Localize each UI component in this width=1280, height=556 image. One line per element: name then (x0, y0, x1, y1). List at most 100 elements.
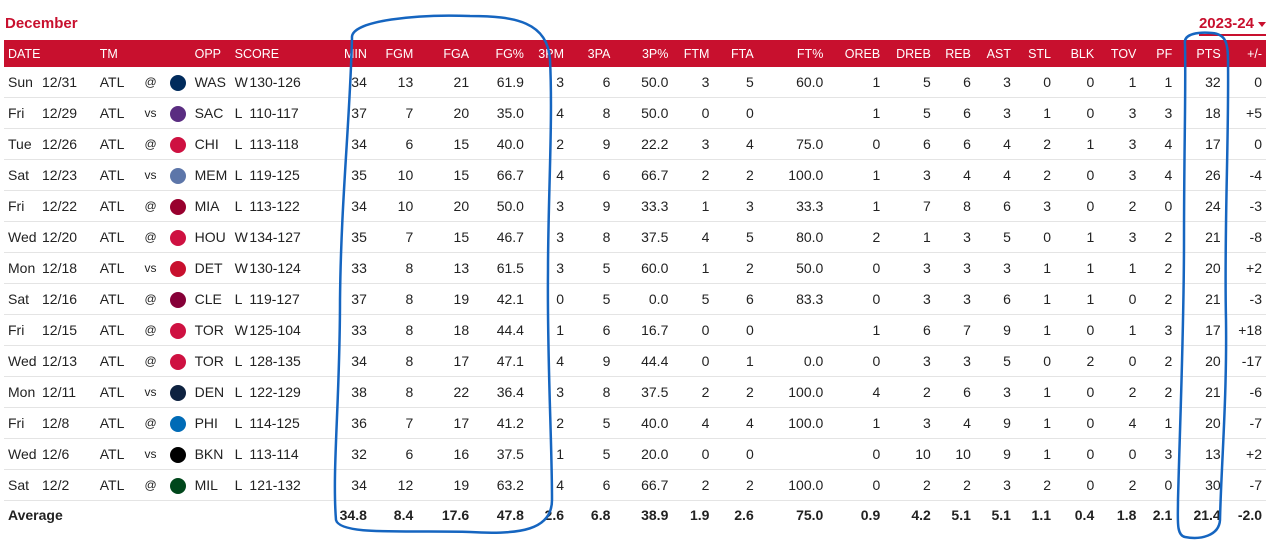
col-opp[interactable]: OPP (194, 46, 221, 61)
game-date-link[interactable]: Wed 12/20 (4, 221, 96, 253)
col-fgp[interactable]: FG% (495, 46, 524, 61)
game-date-link[interactable]: Fri 12/29 (4, 97, 96, 129)
game-score-link[interactable]: 130-124 (245, 252, 315, 284)
opponent-link[interactable]: CLE (190, 283, 231, 315)
game-date-link[interactable]: Mon 12/11 (4, 376, 96, 408)
game-score-link[interactable]: 119-125 (245, 159, 315, 191)
col-ast[interactable]: AST (986, 46, 1011, 61)
game-score-link[interactable]: 114-125 (245, 407, 315, 439)
col-tm[interactable]: TM (99, 46, 118, 61)
team-link[interactable]: ATL (95, 283, 136, 315)
opponent-link[interactable]: DET (190, 252, 231, 284)
opponent-link[interactable]: DEN (190, 376, 231, 408)
col-fta[interactable]: FTA (731, 46, 754, 61)
opponent-link[interactable]: HOU (190, 221, 231, 253)
avg-tov: 1.8 (1116, 507, 1137, 523)
stat-pm: +2 (1224, 252, 1266, 284)
opponent-link[interactable]: TOR (190, 314, 231, 346)
opponent-link[interactable]: MIL (190, 469, 231, 501)
game-score-link[interactable]: 121-132 (245, 469, 315, 501)
home-away-indicator: vs (135, 376, 166, 408)
col-stl[interactable]: STL (1028, 46, 1052, 61)
col-ftm[interactable]: FTM (683, 46, 710, 61)
game-score-link[interactable]: 119-127 (245, 283, 315, 315)
col-3pa[interactable]: 3PA (587, 46, 611, 61)
team-link[interactable]: ATL (95, 376, 136, 408)
stat-oreb: 1 (827, 67, 885, 98)
game-date-link[interactable]: Tue 12/26 (4, 128, 96, 160)
team-link[interactable]: ATL (95, 190, 136, 222)
stat-tpm: 3 (527, 221, 568, 253)
game-score-link[interactable]: 113-118 (245, 128, 315, 160)
opponent-link[interactable]: TOR (190, 345, 231, 377)
col-blk[interactable]: BLK (1070, 46, 1095, 61)
team-link[interactable]: ATL (95, 252, 136, 284)
game-date-link[interactable]: Wed 12/13 (4, 345, 96, 377)
opponent-link[interactable]: BKN (190, 438, 231, 470)
game-date-link[interactable]: Mon 12/18 (4, 252, 96, 284)
game-date-link[interactable]: Sun 12/31 (4, 67, 96, 98)
game-score-link[interactable]: 110-117 (245, 97, 315, 129)
game-score-link[interactable]: 130-126 (245, 67, 315, 98)
stat-fgp: 61.9 (473, 67, 528, 98)
game-date-link[interactable]: Sat 12/2 (4, 469, 96, 501)
col-pts[interactable]: PTS (1196, 46, 1221, 61)
opponent-link[interactable]: MEM (190, 159, 231, 191)
game-date-link[interactable]: Sat 12/16 (4, 283, 96, 315)
col-score[interactable]: SCORE (234, 46, 280, 61)
col-plus-minus[interactable]: +/- (1247, 46, 1262, 61)
stat-pts: 17 (1176, 314, 1225, 346)
game-result: L (230, 128, 246, 160)
team-link[interactable]: ATL (95, 438, 136, 470)
team-link[interactable]: ATL (95, 221, 136, 253)
opponent-link[interactable]: CHI (190, 128, 231, 160)
avg-plus-minus: -2.0 (1237, 507, 1262, 523)
col-ftp[interactable]: FT% (796, 46, 824, 61)
game-date-link[interactable]: Wed 12/6 (4, 438, 96, 470)
col-reb[interactable]: REB (945, 46, 971, 61)
opponent-link[interactable]: WAS (190, 67, 231, 98)
game-date-link[interactable]: Fri 12/22 (4, 190, 96, 222)
team-link[interactable]: ATL (95, 97, 136, 129)
team-link[interactable]: ATL (95, 159, 136, 191)
opponent-link[interactable]: PHI (190, 407, 231, 439)
season-selector[interactable]: 2023-24 (1198, 15, 1266, 36)
stat-reb: 4 (934, 159, 975, 191)
col-fgm[interactable]: FGM (385, 46, 414, 61)
stat-reb: 7 (934, 314, 975, 346)
col-tov[interactable]: TOV (1110, 46, 1137, 61)
game-score-link[interactable]: 122-129 (245, 376, 315, 408)
team-link[interactable]: ATL (95, 128, 136, 160)
col-pf[interactable]: PF (1156, 46, 1173, 61)
team-link[interactable]: ATL (95, 314, 136, 346)
team-link[interactable]: ATL (95, 345, 136, 377)
team-link[interactable]: ATL (95, 67, 136, 98)
game-score-link[interactable]: 113-122 (245, 190, 315, 222)
col-3pm[interactable]: 3PM (538, 46, 564, 61)
stat-fga: 21 (417, 67, 474, 98)
avg-fga: 17.6 (441, 507, 470, 523)
col-oreb[interactable]: OREB (844, 46, 881, 61)
stat-ftm: 0 (672, 314, 714, 346)
game-score-link[interactable]: 128-135 (245, 345, 315, 377)
col-min[interactable]: MIN (343, 46, 367, 61)
opponent-link[interactable]: MIA (190, 190, 231, 222)
team-link[interactable]: ATL (95, 407, 136, 439)
stat-stl: 2 (1014, 128, 1056, 160)
col-dreb[interactable]: DREB (896, 46, 931, 61)
game-score-link[interactable]: 113-114 (245, 438, 315, 470)
stat-ftm: 0 (672, 438, 714, 470)
stat-tpp: 37.5 (614, 376, 673, 408)
avg-reb: 5.1 (951, 507, 971, 523)
opponent-link[interactable]: SAC (190, 97, 231, 129)
col-date[interactable]: DATE (8, 46, 41, 61)
game-score-link[interactable]: 125-104 (245, 314, 315, 346)
game-date-link[interactable]: Fri 12/15 (4, 314, 96, 346)
team-link[interactable]: ATL (95, 469, 136, 501)
game-date-link[interactable]: Sat 12/23 (4, 159, 96, 191)
game-date-link[interactable]: Fri 12/8 (4, 407, 96, 439)
col-fga[interactable]: FGA (443, 46, 470, 61)
col-3pp[interactable]: 3P% (641, 46, 669, 61)
game-score-link[interactable]: 134-127 (245, 221, 315, 253)
stat-fga: 15 (417, 221, 474, 253)
